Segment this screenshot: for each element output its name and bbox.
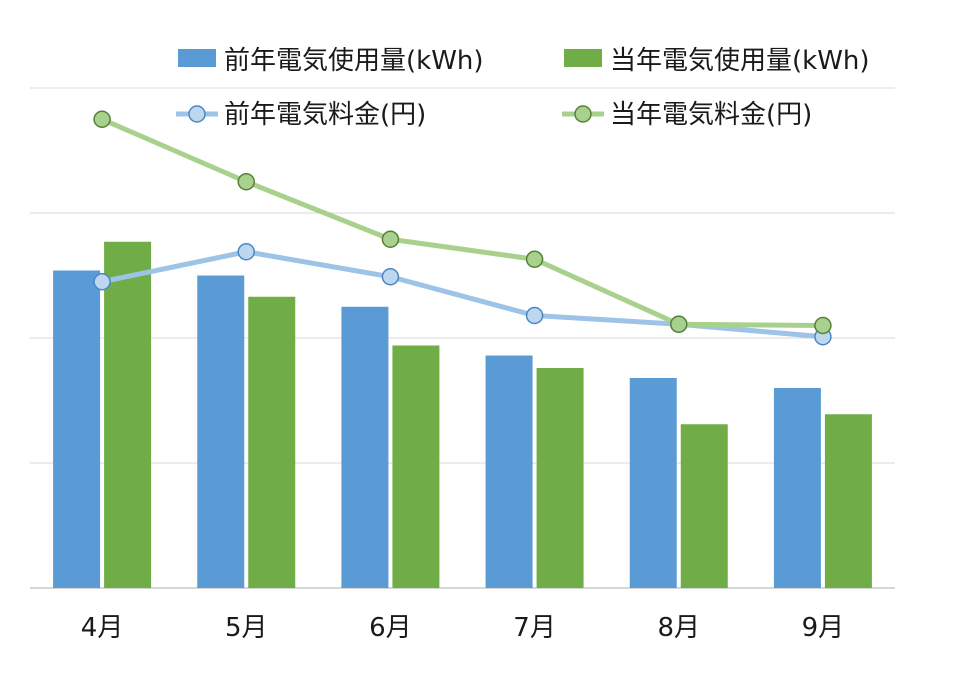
point-series-0-0 [93,273,111,291]
legend-item-line-0: 前年電気料金(円) [176,100,426,130]
x-tick-label-4: 8月 [657,613,700,643]
bar-series-0-2 [341,306,389,588]
bar-series-1-3 [536,368,584,588]
x-tick-label-5: 9月 [802,613,845,643]
point-series-1-5 [814,316,832,335]
x-axis-ticks: 4月 5月 6月 7月 8月 9月 [81,613,844,643]
legend-label-bar-1: 当年電気使用量(kWh) [610,46,870,76]
x-tick-label-0: 4月 [81,613,124,643]
bar-series-0-1 [197,275,245,588]
x-tick-label-2: 6月 [369,613,412,643]
bar-series-1-2 [392,345,440,588]
bar-series-0-3 [485,355,533,588]
bars [53,241,872,588]
legend-swatch-bar-1 [564,49,602,67]
bar-series-1-0 [104,241,152,588]
point-series-1-0 [93,110,111,128]
point-series-0-3 [525,306,544,325]
legend-label-bar-0: 前年電気使用量(kWh) [224,46,484,76]
legend-marker-1 [574,105,592,123]
bar-series-1-1 [248,296,296,588]
point-series-0-1 [237,243,255,261]
gridlines [30,87,895,589]
bar-series-0-5 [773,388,821,588]
legend-marker-0 [188,105,206,123]
bar-series-0-0 [53,270,101,588]
bar-series-1-5 [824,414,872,588]
legend-swatch-bar-0 [178,49,216,67]
bar-series-0-4 [629,378,677,588]
point-series-1-1 [237,173,255,191]
point-series-0-2 [381,268,400,286]
point-series-1-3 [525,250,544,268]
legend-label-line-1: 当年電気料金(円) [610,100,812,130]
bar-series-1-4 [680,424,728,588]
legend-item-bar-1: 当年電気使用量(kWh) [564,46,870,76]
legend-item-bar-0: 前年電気使用量(kWh) [178,46,484,76]
line-series-1 [101,116,823,328]
lines [93,110,832,346]
x-tick-label-3: 7月 [513,613,556,643]
legend: 前年電気使用量(kWh) 当年電気使用量(kWh) 前年電気料金(円) 当年電気… [176,46,870,130]
x-tick-label-1: 5月 [225,613,268,643]
legend-item-line-1: 当年電気料金(円) [562,100,812,130]
point-series-1-4 [670,315,688,333]
legend-label-line-0: 前年電気料金(円) [224,100,426,130]
point-series-1-2 [381,230,400,248]
